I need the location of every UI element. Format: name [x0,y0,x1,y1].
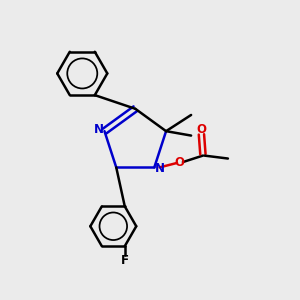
Text: F: F [121,254,129,267]
Text: O: O [196,123,206,136]
Text: O: O [174,157,184,169]
Text: N: N [94,123,104,136]
Text: N: N [154,162,165,175]
